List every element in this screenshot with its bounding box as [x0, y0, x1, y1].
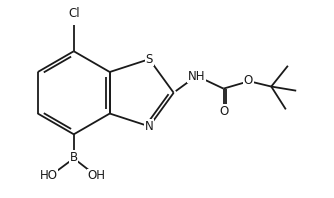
Text: N: N — [145, 120, 154, 133]
Text: B: B — [70, 151, 78, 164]
Text: O: O — [219, 105, 228, 118]
Text: OH: OH — [88, 169, 106, 182]
Text: S: S — [146, 53, 153, 66]
Text: HO: HO — [40, 169, 58, 182]
Text: O: O — [244, 74, 253, 87]
Text: Cl: Cl — [68, 7, 79, 20]
Text: NH: NH — [188, 70, 205, 83]
